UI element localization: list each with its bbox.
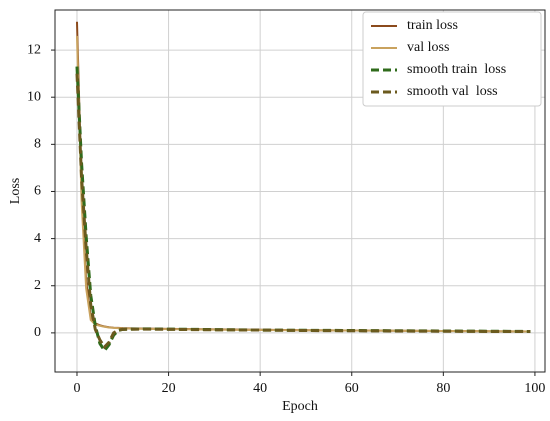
y-tick-label: 10 xyxy=(27,89,41,104)
y-axis-label: Loss xyxy=(8,178,23,204)
series-line xyxy=(75,73,531,350)
legend-box xyxy=(362,11,542,107)
x-tick-label: 100 xyxy=(524,381,545,396)
legend-label: train loss xyxy=(407,18,458,33)
y-tick-label: 4 xyxy=(34,231,41,246)
x-tick-label: 80 xyxy=(436,381,450,396)
series-line xyxy=(75,66,531,354)
plot-frame xyxy=(54,9,546,373)
x-tick-label: 40 xyxy=(253,381,267,396)
x-tick-label: 0 xyxy=(73,381,80,396)
y-tick-label: 2 xyxy=(34,278,41,293)
legend-label: smooth val loss xyxy=(407,84,498,99)
x-axis-label: Epoch xyxy=(282,399,318,414)
y-tick-label: 6 xyxy=(34,184,41,199)
y-tick-label: 0 xyxy=(34,325,41,340)
y-tick-label: 12 xyxy=(27,42,41,57)
x-tick-label: 20 xyxy=(162,381,176,396)
x-tick-label: 60 xyxy=(345,381,359,396)
legend-label: smooth train loss xyxy=(407,62,506,77)
y-tick-label: 8 xyxy=(34,137,41,152)
legend-label: val loss xyxy=(407,40,449,55)
